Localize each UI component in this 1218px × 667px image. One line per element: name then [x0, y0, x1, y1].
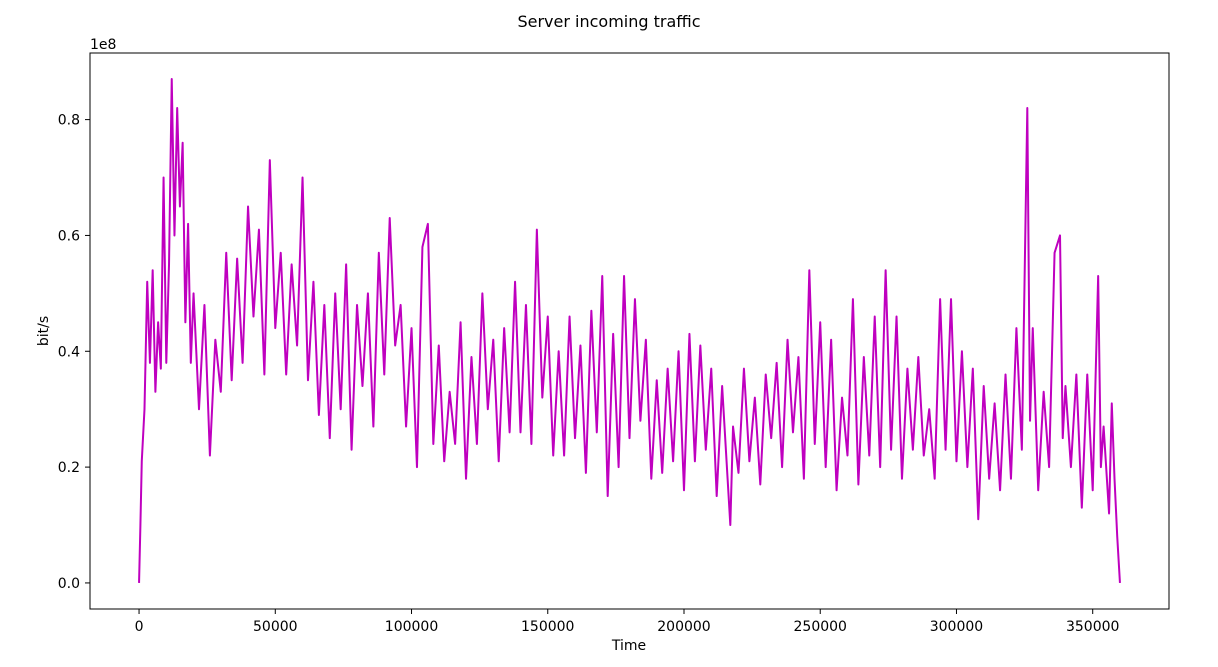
- x-tick-label: 200000: [657, 619, 710, 635]
- x-axis: 0 50000 100000 150000 200000 250000 300000 3500…: [135, 609, 1119, 635]
- x-tick-label: 350000: [1066, 619, 1119, 635]
- plot-frame: [89, 52, 1170, 610]
- y-tick-label: 0.6: [58, 228, 80, 244]
- y-tick-label: 0.8: [58, 113, 80, 129]
- x-tick-label: 100000: [385, 619, 438, 635]
- chart-title: Server incoming traffic: [517, 12, 700, 31]
- plot-area: [89, 52, 1170, 610]
- x-axis-label: Time: [611, 638, 646, 654]
- x-tick-label: 0: [135, 619, 144, 635]
- x-tick-label: 150000: [521, 619, 574, 635]
- x-tick-label: 300000: [930, 619, 983, 635]
- traffic-series-line: [138, 78, 1121, 583]
- y-tick-label: 0.4: [58, 344, 80, 360]
- x-tick-label: 50000: [253, 619, 298, 635]
- y-tick-label: 0.2: [58, 460, 80, 476]
- y-axis-label: bit/s: [36, 316, 52, 346]
- y-tick-label: 0.0: [58, 576, 80, 592]
- y-axis: 0.0 0.2 0.4 0.6 0.8: [58, 113, 90, 592]
- y-axis-offset-label: 1e8: [90, 37, 116, 53]
- x-tick-label: 250000: [794, 619, 847, 635]
